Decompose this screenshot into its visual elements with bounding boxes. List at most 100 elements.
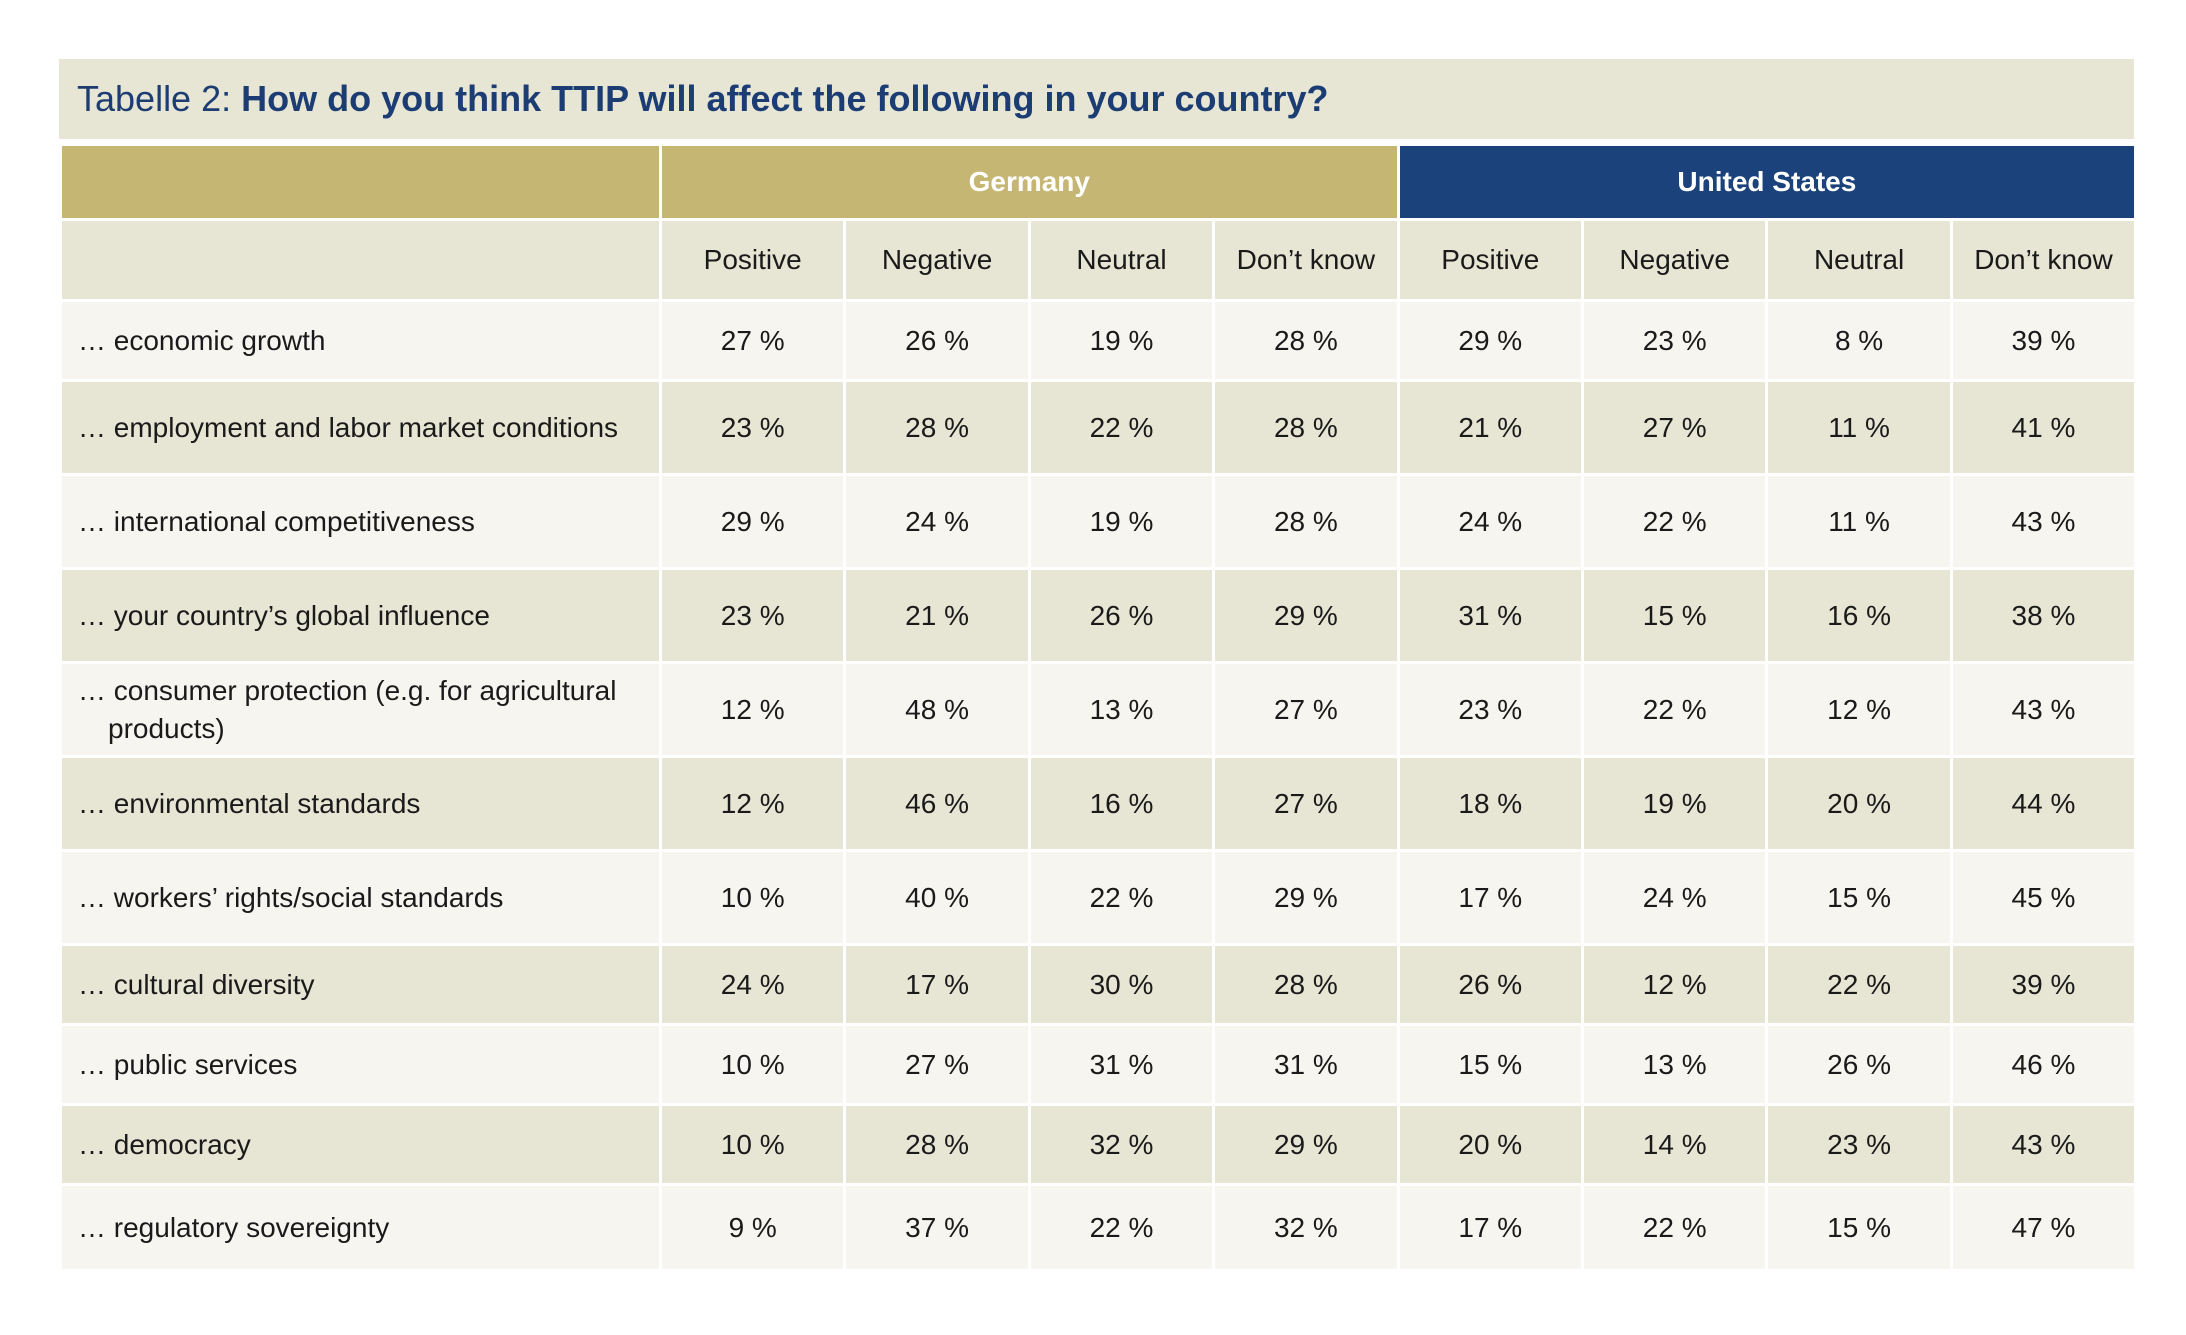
- table-cell: 28 %: [843, 379, 1031, 476]
- table-cell: 37 %: [843, 1183, 1031, 1272]
- table-cell: 32 %: [1027, 1103, 1216, 1186]
- table-cell: 11 %: [1765, 379, 1953, 476]
- table-cell: 40 %: [843, 849, 1031, 946]
- table-row: … democracy 10 % 28 % 32 % 29 % 20 % 14 % 23 % 4…: [59, 1103, 2138, 1186]
- column-header: Don’t know: [1949, 218, 2138, 302]
- table-cell: 12 %: [1580, 943, 1769, 1026]
- column-header: Neutral: [1765, 218, 1953, 302]
- table-cell: 43 %: [1949, 1103, 2138, 1186]
- table-cell: 22 %: [1027, 1183, 1216, 1272]
- table-title-prefix: Tabelle 2:: [77, 78, 232, 119]
- row-label: … environmental standards: [59, 755, 662, 852]
- column-header: Negative: [1580, 218, 1769, 302]
- group-header-united-states: United States: [1396, 143, 2138, 221]
- table-cell: 12 %: [658, 661, 847, 758]
- table-cell: 12 %: [1765, 661, 1953, 758]
- table-cell: 23 %: [658, 379, 847, 476]
- table-cell: 41 %: [1949, 379, 2138, 476]
- table-title: Tabelle 2: How do you think TTIP will af…: [59, 59, 2134, 139]
- table-cell: 27 %: [843, 1023, 1031, 1106]
- row-label: … regulatory sovereignty: [59, 1183, 662, 1272]
- table-cell: 9 %: [658, 1183, 847, 1272]
- row-label-text: … public services: [78, 1048, 298, 1080]
- table-cell: 28 %: [1212, 943, 1400, 1026]
- table-cell: 30 %: [1027, 943, 1216, 1026]
- table-cell: 29 %: [1212, 567, 1400, 664]
- table-cell: 19 %: [1027, 473, 1216, 570]
- table-row: … your country’s global influence 23 % 21 …: [59, 567, 2138, 664]
- table-cell: 31 %: [1396, 567, 1584, 664]
- table-cell: 48 %: [843, 661, 1031, 758]
- row-label-text: … consumer protection (e.g. for agricult…: [78, 674, 617, 744]
- table-cell: 23 %: [1580, 299, 1769, 382]
- table-cell: 27 %: [1580, 379, 1769, 476]
- group-header-blank: [59, 143, 662, 221]
- table-cell: 13 %: [1580, 1023, 1769, 1106]
- table-cell: 23 %: [1396, 661, 1584, 758]
- table-cell: 22 %: [1027, 849, 1216, 946]
- table-cell: 22 %: [1027, 379, 1216, 476]
- table-cell: 15 %: [1396, 1023, 1584, 1106]
- column-header: Neutral: [1027, 218, 1216, 302]
- row-label: … employment and labor market conditions: [59, 379, 662, 476]
- group-header-germany: Germany: [659, 143, 1400, 221]
- row-label-text: … economic growth: [78, 324, 326, 356]
- table-cell: 20 %: [1396, 1103, 1584, 1186]
- column-header-blank: [59, 218, 662, 302]
- table-row: … employment and labor market conditions…: [59, 379, 2138, 476]
- table-cell: 47 %: [1949, 1183, 2138, 1272]
- table-cell: 22 %: [1580, 1183, 1769, 1272]
- row-label-text: … workers’ rights/social standards: [78, 881, 504, 913]
- table-row: … economic growth 27 % 26 % 19 % 28 % 29 % 23 …: [59, 299, 2138, 382]
- table-cell: 38 %: [1949, 567, 2138, 664]
- table-cell: 24 %: [1396, 473, 1584, 570]
- row-label: … democracy: [59, 1103, 662, 1186]
- table-cell: 32 %: [1212, 1183, 1400, 1272]
- table-cell: 11 %: [1765, 473, 1953, 570]
- table-cell: 43 %: [1949, 473, 2138, 570]
- column-header: Don’t know: [1212, 218, 1400, 302]
- row-label-text: … cultural diversity: [78, 968, 315, 1000]
- table-row: … regulatory sovereignty 9 % 37 % 22 % 32 % 1…: [59, 1183, 2138, 1272]
- table-cell: 18 %: [1396, 755, 1584, 852]
- survey-table: Germany United States Positive Negative …: [59, 143, 2138, 1272]
- table-cell: 26 %: [1396, 943, 1584, 1026]
- table-cell: 23 %: [658, 567, 847, 664]
- table-cell: 10 %: [658, 1103, 847, 1186]
- table-cell: 28 %: [843, 1103, 1031, 1186]
- row-label-text: … environmental standards: [78, 787, 421, 819]
- row-label: … your country’s global influence: [59, 567, 662, 664]
- table-cell: 23 %: [1765, 1103, 1953, 1186]
- table-cell: 28 %: [1212, 473, 1400, 570]
- table-cell: 44 %: [1949, 755, 2138, 852]
- table-cell: 20 %: [1765, 755, 1953, 852]
- table-cell: 29 %: [1212, 849, 1400, 946]
- table-cell: 43 %: [1949, 661, 2138, 758]
- row-label: … public services: [59, 1023, 662, 1106]
- table-cell: 29 %: [1396, 299, 1584, 382]
- column-header: Positive: [1396, 218, 1584, 302]
- table-cell: 29 %: [658, 473, 847, 570]
- table-body: … economic growth 27 % 26 % 19 % 28 % 29 % 23 …: [59, 299, 2138, 1272]
- table-cell: 27 %: [1212, 755, 1400, 852]
- table-row: … consumer protection (e.g. for agricult…: [59, 661, 2138, 758]
- row-label: … economic growth: [59, 299, 662, 382]
- table-cell: 26 %: [843, 299, 1031, 382]
- table-cell: 13 %: [1027, 661, 1216, 758]
- table-cell: 27 %: [658, 299, 847, 382]
- table-cell: 19 %: [1580, 755, 1769, 852]
- table-cell: 22 %: [1580, 661, 1769, 758]
- table-cell: 21 %: [843, 567, 1031, 664]
- table-cell: 17 %: [1396, 1183, 1584, 1272]
- table-cell: 14 %: [1580, 1103, 1769, 1186]
- row-label-text: … international competitiveness: [78, 505, 475, 537]
- table-row: … cultural diversity 24 % 17 % 30 % 28 % 26 %…: [59, 943, 2138, 1026]
- table-cell: 16 %: [1765, 567, 1953, 664]
- table-cell: 28 %: [1212, 299, 1400, 382]
- table-cell: 16 %: [1027, 755, 1216, 852]
- table-cell: 10 %: [658, 849, 847, 946]
- table-cell: 22 %: [1580, 473, 1769, 570]
- table-cell: 24 %: [843, 473, 1031, 570]
- table-cell: 26 %: [1027, 567, 1216, 664]
- table-cell: 24 %: [1580, 849, 1769, 946]
